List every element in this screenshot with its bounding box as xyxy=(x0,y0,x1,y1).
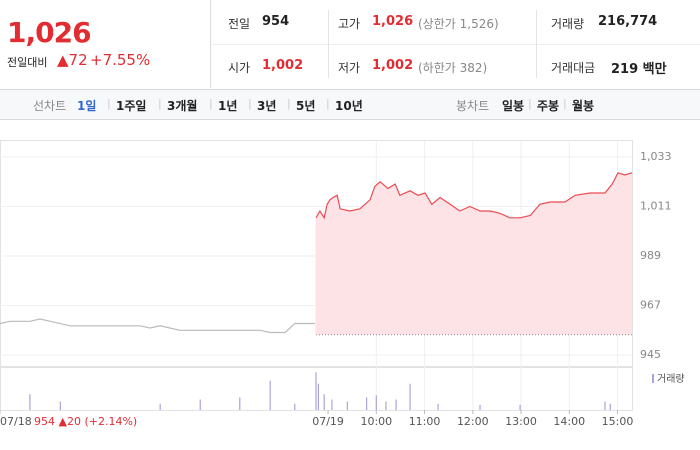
tab-separator: | xyxy=(563,97,567,110)
stat-label: 시가 xyxy=(228,61,251,75)
x-tick-label: 10:00 xyxy=(360,415,392,428)
volume-bar xyxy=(239,397,241,410)
stat-value: 954 xyxy=(262,14,290,29)
stat-note: (하한가 382) xyxy=(418,61,488,75)
period-tab[interactable]: 1년 xyxy=(218,99,238,113)
plot-frame xyxy=(0,140,633,367)
x-tick-label: 13:00 xyxy=(505,415,537,428)
tab-separator: | xyxy=(107,97,111,110)
tab-separator: | xyxy=(209,97,213,110)
volume-bar xyxy=(375,395,377,410)
x-tick-label: 14:00 xyxy=(553,415,585,428)
annotation: 954 ▲20 (+2.14%) xyxy=(34,415,137,428)
volume-bar xyxy=(269,380,271,410)
change: ▲72 xyxy=(57,51,88,69)
period-tab[interactable]: 1일 xyxy=(77,99,97,113)
period-tabs: 선차트 1일 | 1주일 | 3개월 | 1년 | 3년 | 5년 | 10년 봉차트 일봉 | 주봉 | 월봉 xyxy=(0,89,700,120)
tab-separator: | xyxy=(287,97,291,110)
period-tab[interactable]: 5년 xyxy=(296,99,316,113)
volume-bar xyxy=(604,401,606,410)
volume-bar xyxy=(331,399,333,410)
volume-bar xyxy=(437,403,439,410)
candle-tab[interactable]: 주봉 xyxy=(537,99,560,113)
stat-note: (상한가 1,526) xyxy=(418,17,499,31)
volume-bar xyxy=(519,404,521,410)
period-tab[interactable]: 3개월 xyxy=(167,99,198,113)
candle-tab[interactable]: 일봉 xyxy=(502,99,525,113)
volume-legend: 거래량 xyxy=(657,373,685,385)
stat-label: 고가 xyxy=(338,17,361,31)
change-label: 전일대비 xyxy=(7,56,48,69)
stat-label: 전일 xyxy=(228,17,251,31)
line xyxy=(0,318,315,334)
tab-group-label: 봉차트 xyxy=(456,99,490,113)
volume-bar xyxy=(479,404,481,410)
price: 1,026 xyxy=(7,16,92,49)
volume-legend-swatch xyxy=(652,374,654,383)
volume-bar xyxy=(366,397,368,410)
x-tick-label: 15:00 xyxy=(602,415,634,428)
y-tick-label: 945 xyxy=(640,348,661,361)
tab-separator: | xyxy=(326,97,330,110)
x-tick-label: 12:00 xyxy=(457,415,489,428)
volume-bar xyxy=(409,383,411,410)
volume-bar xyxy=(395,399,397,410)
y-tick-label: 1,011 xyxy=(640,200,672,213)
y-tick-label: 1,033 xyxy=(640,150,672,163)
x-tick-label: 07/18 xyxy=(0,415,32,428)
volume-bar xyxy=(609,403,611,410)
quote-panel: 1,026 전일대비 ▲72 +7.55% xyxy=(0,0,211,88)
volume-bar xyxy=(29,394,31,410)
stat-value: 1,026 xyxy=(372,14,414,29)
volume-bar xyxy=(346,401,348,410)
line xyxy=(315,172,633,220)
stat-label: 저가 xyxy=(338,61,361,75)
volume-frame xyxy=(0,367,633,411)
y-tick-label: 967 xyxy=(640,299,661,312)
x-tick-label: 07/19 xyxy=(312,415,344,428)
period-tab[interactable]: 1주일 xyxy=(116,99,147,113)
stat-value: 1,002 xyxy=(262,58,304,73)
volume-bar xyxy=(59,401,61,410)
volume-bar xyxy=(159,403,161,410)
tab-separator: | xyxy=(158,97,162,110)
stat-value: 219 백만 xyxy=(611,62,667,77)
tab-separator: | xyxy=(248,97,252,110)
volume-bar xyxy=(315,372,317,410)
period-tab[interactable]: 10년 xyxy=(335,99,363,113)
volume-bar xyxy=(317,383,320,410)
y-tick-label: 989 xyxy=(640,249,661,262)
x-tick-label: 11:00 xyxy=(409,415,441,428)
volume-bar xyxy=(385,401,387,410)
stat-value: 216,774 xyxy=(598,14,658,29)
tab-separator: | xyxy=(528,97,532,110)
volume-bar xyxy=(323,394,325,410)
stat-label: 거래량 xyxy=(551,17,585,31)
tab-group-label: 선차트 xyxy=(33,99,67,113)
change-percent: +7.55% xyxy=(90,51,151,69)
stats-panel: 전일 954 고가 1,026 (상한가 1,526) 거래량 216,774 시가 1,002… xyxy=(211,0,700,88)
candle-tab[interactable]: 월봉 xyxy=(572,99,595,113)
stat-value: 1,002 xyxy=(372,58,414,73)
period-tab[interactable]: 3년 xyxy=(257,99,277,113)
stat-label: 거래대금 xyxy=(551,61,596,75)
volume-bar xyxy=(294,403,296,410)
volume-bar xyxy=(199,399,201,410)
area xyxy=(316,172,632,335)
